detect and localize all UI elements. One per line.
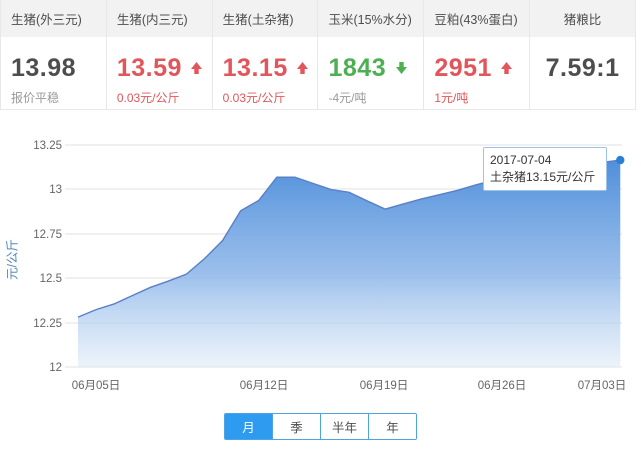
svg-text:12.25: 12.25 [33,318,62,330]
svg-text:12.75: 12.75 [33,229,62,241]
svg-text:06月12日: 06月12日 [240,380,289,392]
svg-text:06月19日: 06月19日 [360,380,409,392]
svg-text:12.5: 12.5 [40,273,62,285]
svg-text:13.25: 13.25 [33,140,62,152]
svg-text:13: 13 [49,184,62,196]
svg-text:07月03日: 07月03日 [578,380,627,392]
svg-text:06月26日: 06月26日 [478,380,527,392]
svg-text:12: 12 [49,362,62,374]
svg-text:06月05日: 06月05日 [72,380,121,392]
